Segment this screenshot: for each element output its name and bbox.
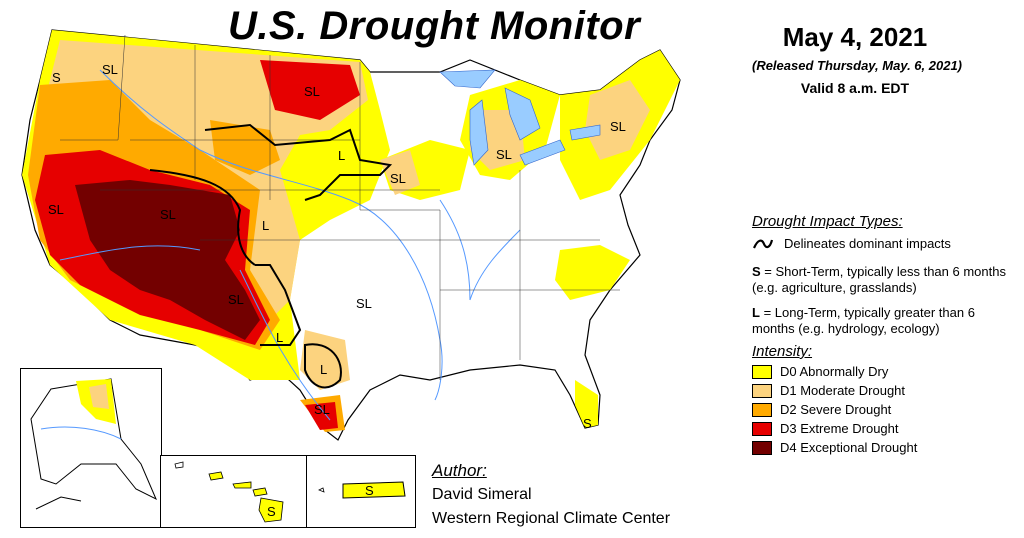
short-term-description: S = Short-Term, typically less than 6 mo…	[752, 264, 1014, 296]
legend-item: D1 Moderate Drought	[752, 381, 917, 400]
rivers	[59, 69, 521, 421]
author-organization: Western Regional Climate Center	[432, 510, 671, 527]
legend-item: D3 Extreme Drought	[752, 419, 917, 438]
long-term-text: = Long-Term, typically greater than 6 mo…	[752, 305, 975, 336]
puerto-rico-inset: S	[306, 455, 416, 528]
map-label: SL	[102, 62, 118, 77]
map-label: S	[365, 483, 374, 498]
map-label: SL	[610, 119, 626, 134]
legend-swatch	[752, 383, 772, 398]
impact-labels: S SL SL L SL SL SL SL L SL L SL L SL SL …	[48, 62, 626, 431]
map-label: SL	[228, 292, 244, 307]
map-label: SL	[496, 147, 512, 162]
map-label: L	[276, 330, 283, 345]
legend-swatch	[752, 364, 772, 379]
map-date: May 4, 2021	[782, 22, 928, 52]
legend-item: D2 Severe Drought	[752, 400, 917, 419]
alaska-inset	[20, 368, 162, 528]
long-term-description: L = Long-Term, typically greater than 6 …	[752, 305, 1014, 337]
legend-swatch	[752, 440, 772, 455]
legend-swatch	[752, 421, 772, 436]
impact-delineation-row: Delineates dominant impacts	[752, 236, 951, 251]
legend-label: D4 Exceptional Drought	[780, 440, 918, 455]
map-label: SL	[48, 202, 64, 217]
map-label: SL	[160, 207, 176, 222]
alaska-map	[30, 378, 157, 510]
legend-swatch	[752, 402, 772, 417]
map-label: SL	[314, 402, 330, 417]
delineation-line-icon	[752, 239, 774, 248]
impact-types-title: Drought Impact Types:	[752, 213, 903, 230]
author-heading: Author:	[432, 461, 487, 480]
author-name: David Simeral	[432, 486, 532, 503]
map-label: L	[262, 218, 269, 233]
intensity-legend: D0 Abnormally Dry D1 Moderate Drought D2…	[752, 362, 917, 457]
map-label: S	[52, 70, 61, 85]
legend-item: D4 Exceptional Drought	[752, 438, 917, 457]
map-label: S	[583, 416, 592, 431]
drought-map: S SL SL L SL SL SL SL L SL L SL L SL SL …	[21, 29, 681, 441]
map-label: SL	[304, 84, 320, 99]
valid-time: Valid 8 a.m. EDT	[800, 80, 910, 96]
delineation-text: Delineates dominant impacts	[784, 236, 951, 251]
map-label: L	[320, 362, 327, 377]
legend-label: D1 Moderate Drought	[780, 383, 906, 398]
map-label: S	[267, 504, 276, 519]
short-term-key: S	[752, 264, 761, 279]
great-lakes	[439, 69, 601, 166]
map-label: L	[338, 148, 345, 163]
map-label: SL	[390, 171, 406, 186]
map-label: SL	[356, 296, 372, 311]
puerto-rico-map: S	[318, 481, 406, 499]
state-lines	[60, 34, 620, 380]
d4-areas	[75, 180, 260, 340]
long-term-key: L	[752, 305, 760, 320]
legend-label: D0 Abnormally Dry	[780, 364, 889, 379]
short-term-text: = Short-Term, typically less than 6 mont…	[752, 264, 1006, 295]
legend-label: D2 Severe Drought	[780, 402, 892, 417]
released-date: (Released Thursday, May. 6, 2021)	[751, 58, 963, 73]
legend-label: D3 Extreme Drought	[780, 421, 899, 436]
page-title: U.S. Drought Monitor	[228, 4, 641, 48]
hawaii-map: S	[174, 461, 284, 523]
legend-item: D0 Abnormally Dry	[752, 362, 917, 381]
intensity-title: Intensity:	[752, 343, 813, 360]
hawaii-inset: S	[160, 455, 308, 528]
impact-lines	[149, 123, 393, 389]
